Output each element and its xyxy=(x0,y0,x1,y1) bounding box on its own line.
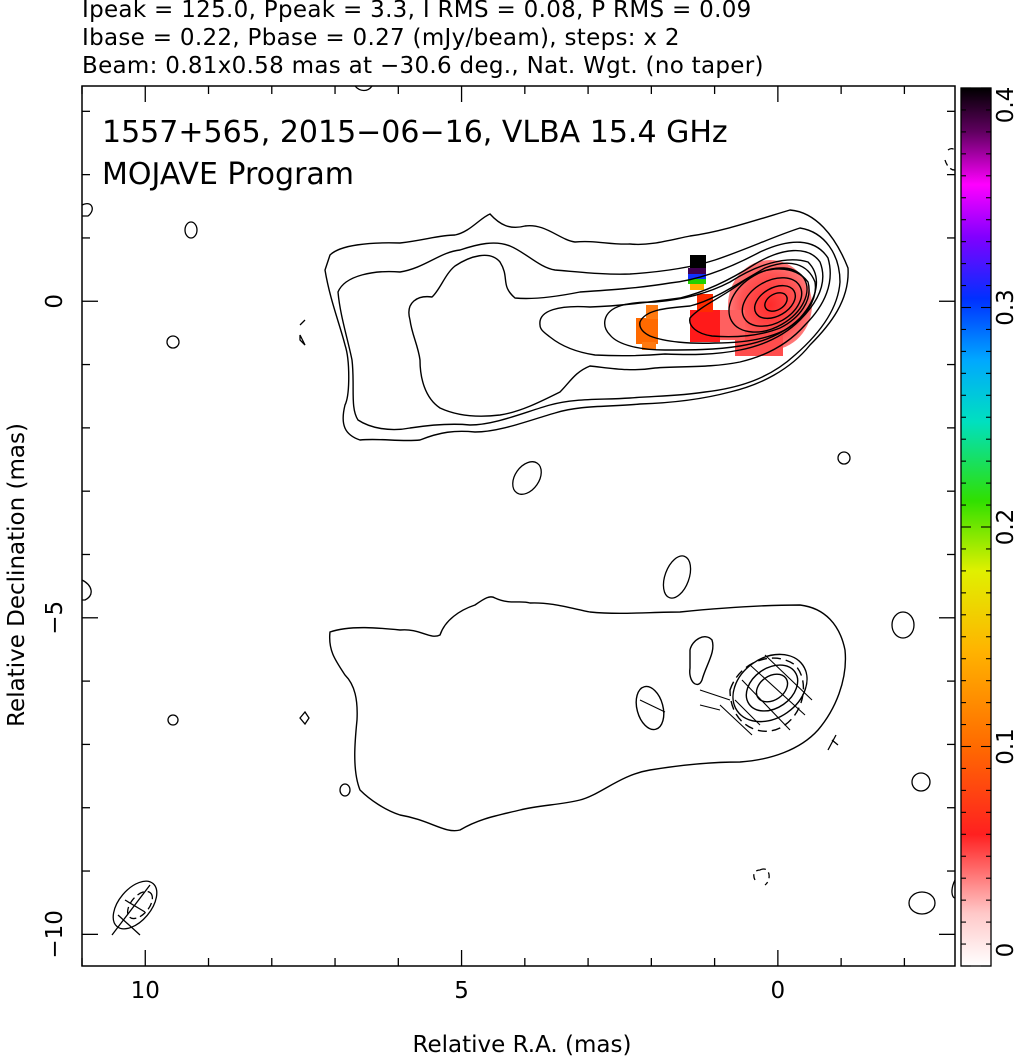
pol-patch-green xyxy=(688,279,706,284)
noise-contour xyxy=(126,890,154,920)
noise-contour xyxy=(111,884,151,936)
colorbar: 0 0.1 0.2 0.3 0.4 xyxy=(960,87,1019,967)
y-tick-label: 0 xyxy=(42,294,68,309)
axis-ticks xyxy=(81,86,955,966)
colorbar-tick-label: 0.4 xyxy=(993,87,1019,124)
noise-contour xyxy=(753,868,770,886)
contour-upper-8 xyxy=(728,267,808,333)
noise-contour xyxy=(512,461,542,495)
contour-lower-2 xyxy=(732,653,808,723)
contour-upper-outer xyxy=(324,209,849,442)
noise-contour xyxy=(167,714,179,726)
pol-patch-orange xyxy=(636,318,658,344)
colorbar-tick-label: 0 xyxy=(993,943,1019,958)
colorbar-tick-label: 0.3 xyxy=(993,289,1019,326)
contour-upper-7 xyxy=(689,268,810,338)
colorbar-tick-label: 0.1 xyxy=(993,728,1019,765)
header-line-1: Ipeak = 125.0, Ppeak = 3.3, I RMS = 0.08… xyxy=(82,0,752,23)
pol-patch-core-left xyxy=(720,310,745,340)
colorbar-tick-labels: 0 0.1 0.2 0.3 0.4 xyxy=(993,87,1019,958)
pol-patch-black xyxy=(690,255,706,269)
contours-upper-source xyxy=(324,209,849,442)
pol-patch-purple xyxy=(688,268,706,274)
plot-frame xyxy=(81,85,956,967)
pol-patch-red xyxy=(690,310,720,342)
contours-lower-source xyxy=(328,596,847,832)
header-line-3: Beam: 0.81x0.58 mas at −30.6 deg., Nat. … xyxy=(82,53,764,79)
noise-contour xyxy=(662,555,692,599)
contour-upper-6 xyxy=(639,262,817,344)
noise-contours xyxy=(82,86,955,936)
contour-upper-2 xyxy=(337,227,841,431)
x-axis-label: Relative R.A. (mas) xyxy=(413,1032,632,1058)
contour-lower-hatch xyxy=(639,654,813,736)
noise-contour xyxy=(837,451,851,465)
x-axis-tick-labels: 10 5 0 xyxy=(131,978,786,1004)
pol-patch-yellow xyxy=(690,284,704,290)
x-tick-label: 10 xyxy=(131,978,160,1004)
contour-lower-knot xyxy=(689,636,714,686)
image-header: Ipeak = 125.0, Ppeak = 3.3, I RMS = 0.08… xyxy=(82,0,764,80)
noise-contour xyxy=(82,203,93,217)
noise-contour xyxy=(827,734,839,751)
contour-lower-blob xyxy=(635,685,665,731)
x-tick-label: 5 xyxy=(454,978,469,1004)
colorbar-tick-label: 0.2 xyxy=(993,509,1019,546)
polarization-intensity-map xyxy=(636,255,812,356)
pol-patch-blue xyxy=(688,274,706,279)
noise-contour xyxy=(166,335,180,349)
contour-upper-3 xyxy=(408,241,831,417)
noise-contour xyxy=(184,221,198,239)
contour-upper-10 xyxy=(754,284,796,320)
map-area xyxy=(82,86,955,936)
header-line-2: Ibase = 0.22, Pbase = 0.27 (mJy/beam), s… xyxy=(82,25,680,51)
contour-lower-3 xyxy=(745,664,799,712)
noise-contour xyxy=(354,86,373,92)
colorbar-ticks xyxy=(961,87,991,967)
y-tick-label: −5 xyxy=(42,601,68,635)
noise-contour xyxy=(944,148,955,171)
plot-subtitle: MOJAVE Program xyxy=(102,157,354,192)
pol-patch-red-top xyxy=(697,294,713,312)
noise-contour xyxy=(299,710,310,726)
plot-title: 1557+565, 2015−06−16, VLBA 15.4 GHz xyxy=(102,115,728,150)
noise-contour xyxy=(82,579,92,601)
noise-contour xyxy=(299,319,306,346)
y-axis-label: Relative Declination (mas) xyxy=(4,423,30,727)
x-tick-label: 0 xyxy=(771,978,786,1004)
contour-upper-9 xyxy=(741,277,803,327)
noise-contour xyxy=(911,772,931,792)
contour-upper-11 xyxy=(764,292,788,312)
noise-contour xyxy=(891,611,915,639)
noise-contour xyxy=(112,880,158,930)
contour-lower-outer xyxy=(328,596,847,832)
pol-patch-orange-bottom xyxy=(642,342,656,350)
noise-contour xyxy=(339,783,351,797)
y-axis-tick-labels: 0 −5 −10 xyxy=(42,294,68,959)
y-tick-label: −10 xyxy=(42,910,68,959)
noise-contour xyxy=(908,891,936,915)
